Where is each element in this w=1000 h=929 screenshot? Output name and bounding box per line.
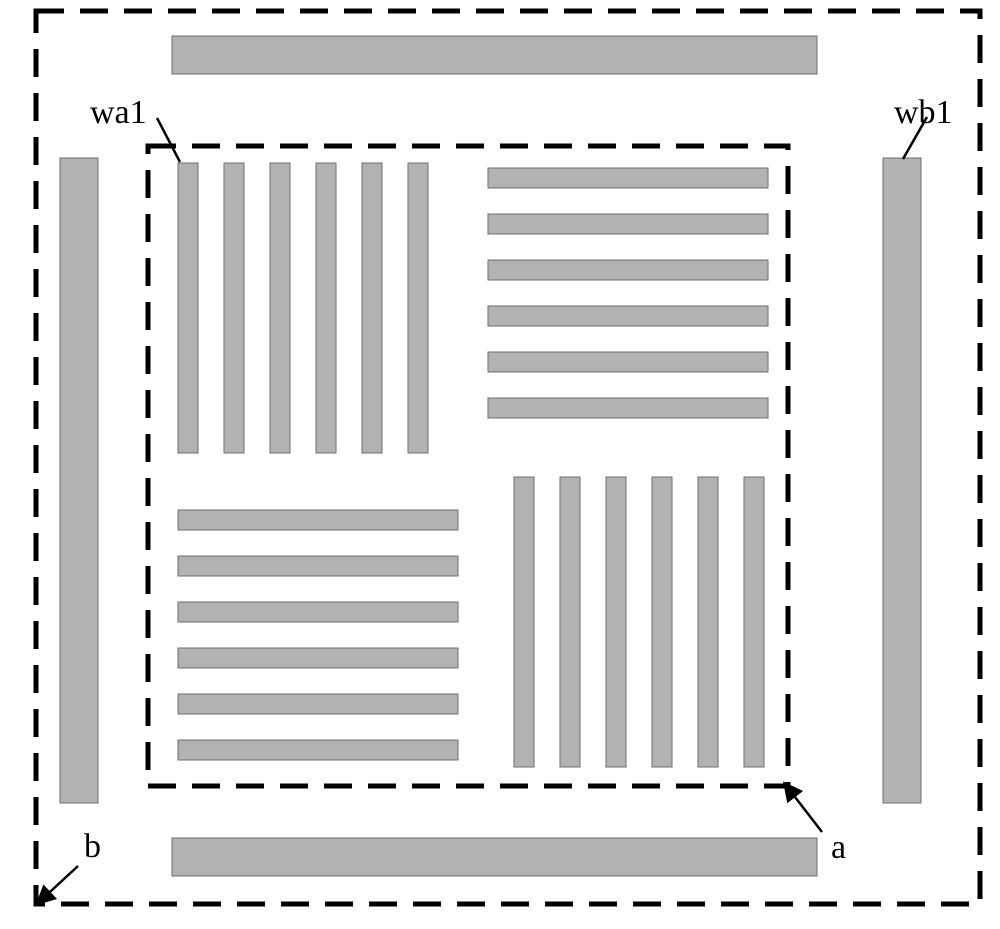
bl-hbar — [178, 694, 458, 714]
bl-hbar — [178, 556, 458, 576]
leader-wa1 — [157, 118, 180, 162]
br-vbar — [560, 477, 580, 767]
outer-bar-top — [172, 36, 817, 74]
tr-hbar — [488, 306, 768, 326]
label-b: b — [84, 828, 101, 865]
br-vbar — [606, 477, 626, 767]
tr-hbar — [488, 168, 768, 188]
br-vbar — [744, 477, 764, 767]
leader-b — [38, 866, 78, 903]
bl-hbar — [178, 740, 458, 760]
tl-vbar — [316, 163, 336, 453]
tr-hbar — [488, 214, 768, 234]
leader-a — [785, 784, 822, 832]
tl-vbar — [408, 163, 428, 453]
br-vbar — [514, 477, 534, 767]
bl-hbar — [178, 648, 458, 668]
outer-bar-bottom — [172, 838, 817, 876]
tl-vbar — [178, 163, 198, 453]
bl-hbar — [178, 602, 458, 622]
bl-hbar — [178, 510, 458, 530]
label-wa1: wa1 — [90, 94, 147, 131]
tr-hbar — [488, 260, 768, 280]
tr-hbar — [488, 398, 768, 418]
br-vbar — [652, 477, 672, 767]
br-vbar — [698, 477, 718, 767]
tl-vbar — [224, 163, 244, 453]
tl-vbar — [270, 163, 290, 453]
label-wb1: wb1 — [894, 94, 953, 131]
outer-bar-left — [60, 158, 98, 803]
outer-bar-right — [883, 158, 921, 803]
tl-vbar — [362, 163, 382, 453]
label-a: a — [831, 829, 846, 866]
tr-hbar — [488, 352, 768, 372]
